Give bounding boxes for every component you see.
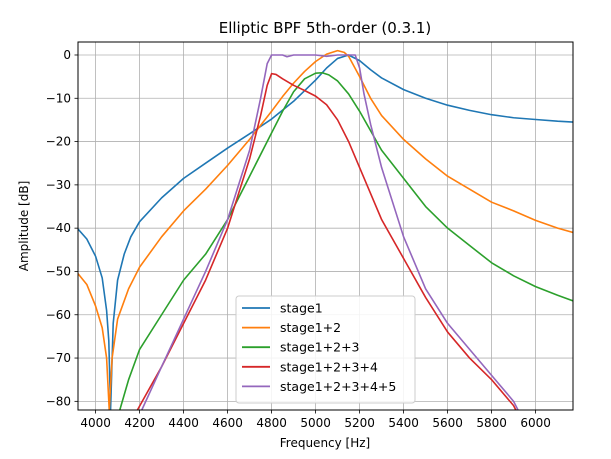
axis-ticks: 4000 4200 4400 4600 4800 5000 5200 5400 5600 5800… bbox=[46, 48, 551, 430]
y-axis-label: Amplitude [dB] bbox=[17, 181, 31, 272]
x-tick-label: 5400 bbox=[388, 416, 419, 430]
legend-label: stage1 bbox=[280, 301, 323, 316]
x-tick-label: 4000 bbox=[80, 416, 111, 430]
y-tick-label: −50 bbox=[46, 264, 71, 278]
x-tick-label: 4600 bbox=[212, 416, 243, 430]
y-tick-label: 0 bbox=[63, 48, 71, 62]
legend-label: stage1+2+3+4+5 bbox=[280, 379, 396, 394]
legend: stage1 stage1+2 stage1+2+3 stage1+2+3+4 stag… bbox=[235, 295, 416, 404]
legend-label: stage1+2+3+4 bbox=[280, 359, 378, 374]
x-axis-label: Frequency [Hz] bbox=[280, 436, 371, 450]
series-line-stage1-2 bbox=[78, 49, 573, 410]
series-line-stage1-2-3 bbox=[119, 71, 573, 410]
y-tick-label: −20 bbox=[46, 135, 71, 149]
x-tick-label: 4400 bbox=[168, 416, 199, 430]
x-tick-label: 5000 bbox=[300, 416, 331, 430]
series-line-stage1-2-3-4-5 bbox=[141, 54, 519, 410]
y-tick-label: −10 bbox=[46, 91, 71, 105]
legend-label: stage1+2+3 bbox=[280, 340, 360, 355]
grid bbox=[78, 42, 573, 410]
x-tick-label: 5800 bbox=[476, 416, 507, 430]
plot-frame bbox=[77, 41, 574, 411]
y-tick-label: −30 bbox=[46, 178, 71, 192]
series-line-stage1-2-3-4 bbox=[136, 72, 517, 410]
series-lines bbox=[78, 49, 573, 410]
x-tick-label: 6000 bbox=[520, 416, 551, 430]
legend-label: stage1+2 bbox=[280, 320, 341, 335]
x-tick-label: 4200 bbox=[124, 416, 155, 430]
y-tick-label: −70 bbox=[46, 351, 71, 365]
chart-title: Elliptic BPF 5th-order (0.3.1) bbox=[219, 19, 432, 37]
y-tick-label: −40 bbox=[46, 221, 71, 235]
x-tick-label: 5200 bbox=[344, 416, 375, 430]
x-tick-label: 5600 bbox=[432, 416, 463, 430]
legend-box bbox=[235, 295, 416, 404]
y-tick-label: −80 bbox=[46, 394, 71, 408]
y-tick-label: −60 bbox=[46, 308, 71, 322]
x-tick-label: 4800 bbox=[256, 416, 287, 430]
